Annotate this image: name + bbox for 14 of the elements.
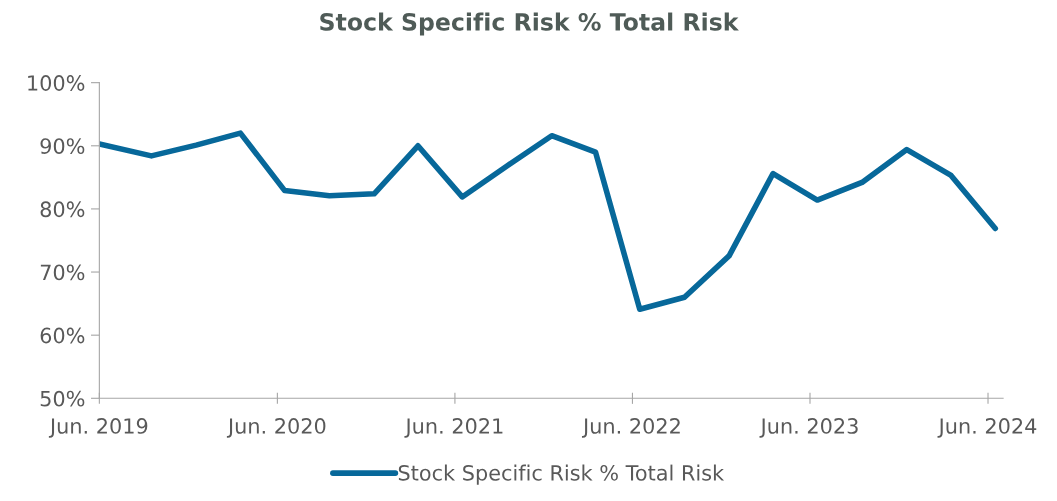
y-tick-label: 90% <box>40 138 85 154</box>
x-tick-label: Jun. 2019 <box>48 418 148 438</box>
x-tick-label: Jun. 2020 <box>226 418 326 438</box>
x-tick-label: Jun. 2022 <box>581 418 680 438</box>
legend-label: Stock Specific Risk % Total Risk <box>398 464 725 485</box>
x-tick-label: Jun. 2021 <box>404 418 503 438</box>
y-tick-label: 70% <box>40 264 85 281</box>
y-tick-label: 60% <box>40 327 85 344</box>
y-tick-label: 100% <box>28 75 85 91</box>
y-tick-label: 50% <box>40 390 85 407</box>
y-tick-label: 80% <box>40 201 85 218</box>
x-tick-label: Jun. 2024 <box>937 418 1037 438</box>
x-tick-label: Jun. 2023 <box>759 418 858 438</box>
chart-title: Stock Specific Risk % Total Risk <box>320 12 739 36</box>
